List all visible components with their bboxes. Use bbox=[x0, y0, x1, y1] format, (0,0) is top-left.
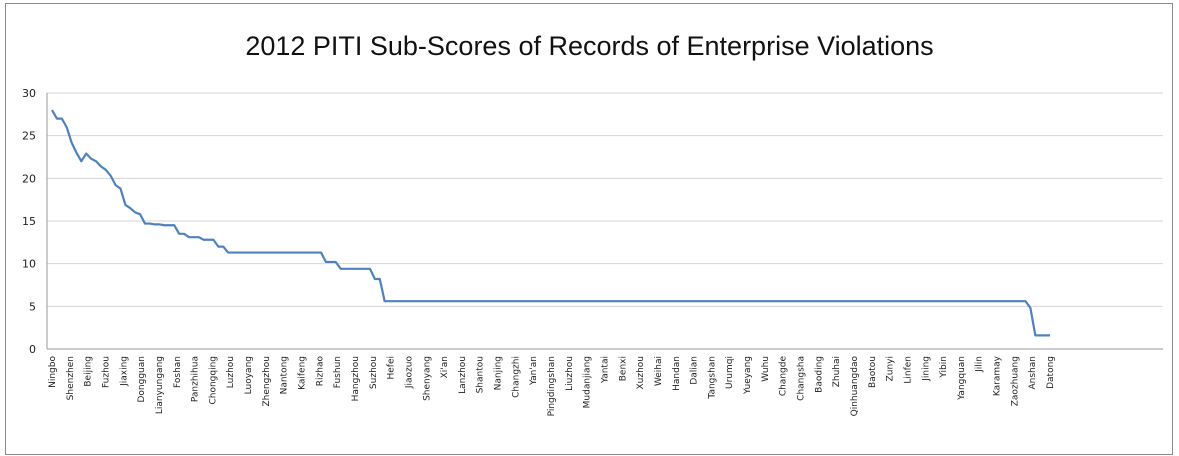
x-tick-label: Luzhou bbox=[226, 356, 236, 388]
series-line bbox=[52, 110, 1050, 335]
x-tick-label: Lanzhou bbox=[458, 356, 468, 394]
x-tick-label: Kaifeng bbox=[298, 356, 308, 390]
x-tick-label: Zhengzhou bbox=[262, 356, 272, 406]
x-tick-label: Tangshan bbox=[707, 356, 717, 400]
y-tick-label: 0 bbox=[29, 343, 36, 356]
x-tick-label: Baoding bbox=[814, 356, 824, 393]
x-tick-label: Weihai bbox=[654, 356, 664, 386]
x-tick-label: Anshan bbox=[1028, 356, 1038, 389]
x-tick-label: Dongguan bbox=[137, 356, 147, 403]
x-tick-label: Jilin bbox=[975, 356, 985, 373]
x-tick-label: Jining bbox=[921, 356, 931, 382]
x-tick-label: Karamay bbox=[993, 355, 1003, 396]
x-tick-label: Jiaozuo bbox=[404, 356, 414, 390]
x-tick-label: Yibin bbox=[939, 356, 949, 379]
x-tick-label: Zaozhuang bbox=[1010, 356, 1020, 406]
x-tick-label: Xuzhou bbox=[636, 356, 646, 390]
x-tick-label: Linfen bbox=[903, 356, 913, 384]
x-tick-label: Hefei bbox=[387, 356, 397, 380]
x-tick-label: Urumqi bbox=[725, 356, 735, 389]
x-tick-label: Beijing bbox=[84, 356, 94, 387]
x-tick-label: Luoyang bbox=[244, 356, 254, 394]
x-tick-label: Zhuhai bbox=[832, 356, 842, 387]
x-tick-label: Yueyang bbox=[743, 356, 753, 395]
x-tick-label: Zunyi bbox=[886, 356, 896, 381]
x-tick-label: Yantai bbox=[600, 356, 610, 384]
x-tick-label: Foshan bbox=[173, 356, 183, 388]
x-tick-label: Changzhi bbox=[511, 356, 521, 398]
x-tick-label: Mudanjiang bbox=[583, 356, 593, 408]
x-tick-label: Yangquan bbox=[957, 356, 967, 401]
x-tick-label: Shantou bbox=[476, 356, 486, 393]
x-tick-label: Xi'an bbox=[440, 356, 450, 378]
x-tick-label: Changsha bbox=[797, 356, 807, 401]
x-tick-label: Fuzhou bbox=[101, 356, 111, 388]
x-tick-label: Ningbo bbox=[48, 356, 58, 388]
x-tick-label: Lianyungang bbox=[155, 356, 165, 414]
x-tick-label: Baotou bbox=[868, 356, 878, 388]
y-tick-label: 20 bbox=[22, 172, 36, 185]
y-tick-label: 15 bbox=[22, 215, 36, 228]
y-tick-label: 25 bbox=[22, 130, 36, 143]
x-tick-label: Liuzhou bbox=[565, 356, 575, 391]
y-tick-label: 5 bbox=[29, 300, 36, 313]
x-tick-label: Panzhihua bbox=[191, 356, 201, 402]
x-tick-label: Benxi bbox=[618, 356, 628, 381]
y-tick-label: 30 bbox=[22, 87, 36, 100]
x-tick-label: Yan'an bbox=[529, 356, 539, 386]
x-tick-label: Nantong bbox=[280, 356, 290, 394]
x-tick-label: Shenzhen bbox=[66, 356, 76, 400]
x-tick-label: Shenyang bbox=[422, 356, 432, 401]
x-tick-label: Pingdingshan bbox=[547, 356, 557, 416]
x-tick-label: Chongqing bbox=[208, 356, 218, 405]
x-tick-label: Dalian bbox=[690, 356, 700, 385]
x-tick-label: Wuhu bbox=[761, 356, 771, 382]
x-tick-label: Hangzhou bbox=[351, 356, 361, 401]
x-tick-label: Nanjing bbox=[494, 356, 504, 390]
x-tick-label: Qinhuangdao bbox=[850, 356, 860, 417]
x-tick-label: Jiaxing bbox=[119, 356, 129, 387]
x-tick-label: Handan bbox=[672, 356, 682, 391]
x-tick-label: Fushun bbox=[333, 356, 343, 388]
x-tick-label: Suzhou bbox=[369, 356, 379, 389]
x-tick-label: Changde bbox=[779, 356, 789, 397]
x-tick-label: Datong bbox=[1046, 356, 1056, 389]
y-tick-label: 10 bbox=[22, 258, 36, 271]
x-tick-label: Rizhao bbox=[315, 356, 325, 387]
